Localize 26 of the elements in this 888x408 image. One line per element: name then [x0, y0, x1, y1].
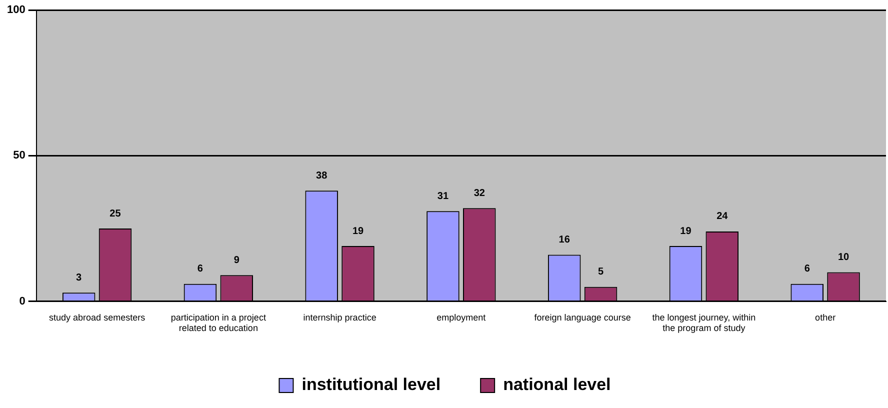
x-tick-label: participation in a project related to education [170, 312, 266, 334]
legend-label: national level [503, 375, 611, 394]
data-label: 32 [474, 188, 486, 199]
y-tick-label: 0 [19, 295, 26, 308]
data-label: 19 [352, 226, 364, 237]
data-label: 24 [716, 211, 728, 222]
x-tick-label: the longest journey, within the program of study [652, 312, 756, 334]
x-tick-label: other [815, 312, 836, 322]
y-tick-label: 100 [6, 4, 26, 16]
data-label: 6 [197, 264, 204, 275]
x-tick-label: foreign language course [534, 312, 631, 322]
data-label: 6 [804, 264, 810, 275]
x-tick-label: internship practice [303, 312, 376, 322]
data-label: 9 [234, 254, 240, 266]
data-label: 19 [680, 226, 692, 237]
data-label: 3 [76, 272, 82, 284]
data-label: 25 [110, 208, 122, 220]
data-label: 10 [838, 252, 850, 264]
data-label: 16 [558, 234, 570, 246]
x-tick-label: employment [436, 312, 486, 322]
legend-label: institutional level [302, 375, 441, 394]
y-tick-label: 50 [13, 150, 26, 162]
data-label: 5 [598, 266, 604, 278]
data-label: 38 [316, 170, 328, 182]
data-label: 31 [437, 190, 449, 202]
x-tick-label: study abroad semesters [49, 312, 146, 322]
